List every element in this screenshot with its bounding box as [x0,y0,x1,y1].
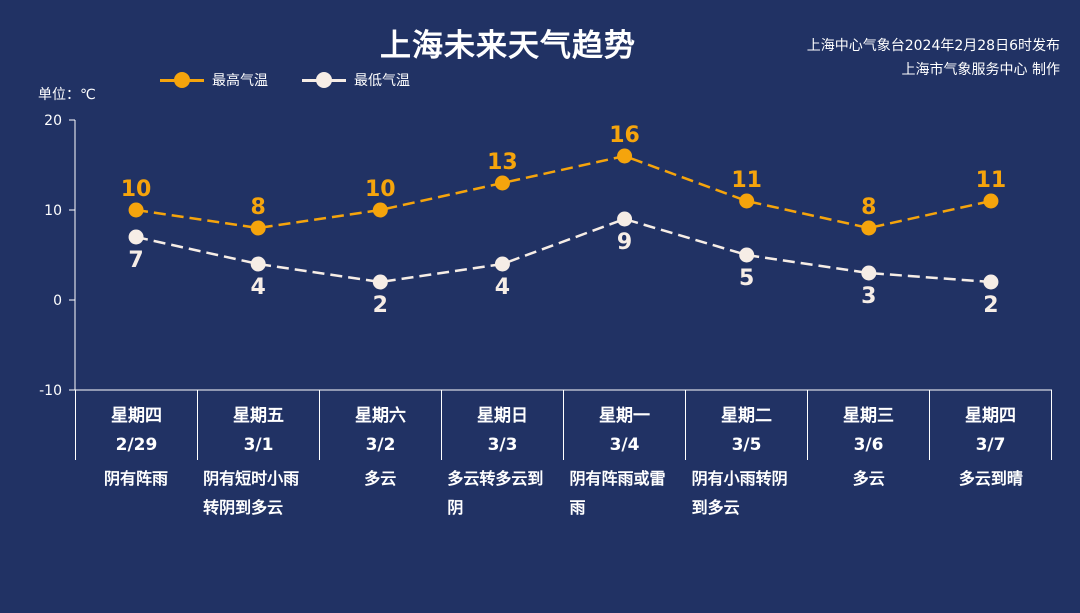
date-label: 3/2 [365,435,396,455]
data-point-low [494,256,510,272]
issuer-line-2: 上海市气象服务中心 制作 [901,62,1060,78]
data-point-high [372,202,388,218]
weekday-label: 星期四 [111,406,162,426]
date-label: 3/5 [731,435,762,455]
weather-description: 多云转多云到阴 [447,469,544,517]
data-label-high: 10 [365,177,396,202]
data-point-low [128,229,144,245]
data-label-low: 4 [251,275,266,300]
series-line-high [135,154,992,230]
weekday-label: 星期五 [233,406,284,426]
data-label-low: 7 [128,248,143,273]
data-point-low [617,211,633,227]
legend-item-high: 最高气温 [160,70,268,90]
data-label-low: 5 [739,266,754,291]
day-cell: 星期日 3/3 [441,390,563,460]
data-label-high: 10 [121,177,152,202]
data-point-low [861,265,877,281]
data-point-high [617,148,633,164]
legend-item-low: 最低气温 [302,70,410,90]
series-low: 7 4 2 4 9 5 3 2 [128,211,999,318]
day-header-row: 星期四 2/29 星期五 3/1 星期六 3/2 星期日 3/3 星期一 3/4 星期二 3/5 星期三… [75,390,1052,460]
weekday-label: 星期六 [355,406,406,426]
data-point-high [861,220,877,236]
weather-description: 阴有阵雨或雷雨 [569,469,666,517]
data-label-low: 3 [861,284,876,309]
data-point-low [372,274,388,290]
date-label: 3/3 [487,435,518,455]
data-label-high: 8 [251,195,266,220]
day-cell: 星期二 3/5 [685,390,807,460]
weather-description: 阴有阵雨 [104,469,169,488]
data-label-high: 16 [609,123,640,148]
data-point-low [983,274,999,290]
y-tick-label: 0 [53,293,62,309]
data-label-high: 8 [861,195,876,220]
data-label-low: 2 [373,293,388,318]
y-tick-label: 20 [44,113,62,129]
legend-label-high: 最高气温 [212,73,268,89]
weather-description: 阴有短时小雨转阴到多云 [203,469,300,517]
issuer-line-1: 上海中心气象台2024年2月28日6时发布 [806,38,1060,54]
data-label-low: 9 [617,230,632,255]
weekday-label: 星期四 [965,406,1016,426]
date-label: 3/6 [853,435,884,455]
issuer-info: 上海中心气象台2024年2月28日6时发布 上海市气象服务中心 制作 [807,34,1060,82]
day-cell: 星期六 3/2 [319,390,441,460]
data-point-high [739,193,755,209]
date-label: 2/29 [115,435,158,455]
chart-title: 上海未来天气趋势 [380,28,636,64]
date-label: 3/4 [609,435,640,455]
date-label: 3/7 [975,435,1006,455]
weather-description: 多云 [852,469,885,488]
weekday-label: 星期日 [477,406,528,426]
legend-swatch-high [160,70,204,90]
series-line-low [135,217,992,284]
day-cell: 星期四 3/7 [929,390,1052,460]
y-axis-unit-label: 单位：℃ [38,87,96,103]
chart-legend: 最高气温 最低气温 [160,70,410,90]
data-point-low [739,247,755,263]
data-label-low: 4 [495,275,510,300]
data-point-high [250,220,266,236]
data-label-high: 11 [731,168,762,193]
y-tick-label: 10 [44,203,62,219]
data-point-high [983,193,999,209]
legend-label-low: 最低气温 [354,73,410,89]
y-tick-label: -10 [39,383,62,399]
data-point-high [128,202,144,218]
data-point-high [494,175,510,191]
weather-description: 多云到晴 [958,469,1023,488]
day-cell: 星期三 3/6 [807,390,929,460]
day-cell: 星期一 3/4 [563,390,685,460]
weekday-label: 星期三 [843,406,894,426]
weather-description: 多云 [364,469,397,488]
y-axis: -10 0 10 20 [39,113,76,399]
legend-swatch-low [302,70,346,90]
data-point-low [250,256,266,272]
date-label: 3/1 [243,435,274,455]
weather-description: 阴有小雨转阴到多云 [691,469,788,517]
data-label-high: 11 [976,168,1007,193]
series-layer: 10 8 10 13 16 11 8 11 7 4 2 4 9 5 3 2 [121,123,1007,318]
day-cell: 星期五 3/1 [197,390,319,460]
series-high: 10 8 10 13 16 11 8 11 [121,123,1007,236]
weekday-label: 星期一 [599,406,650,426]
weekday-label: 星期二 [721,406,772,426]
day-cell: 星期四 2/29 [75,390,197,460]
data-label-high: 13 [487,150,518,175]
data-label-low: 2 [983,293,998,318]
weather-description-row: 阴有阵雨 阴有短时小雨转阴到多云 多云 多云转多云到阴 阴有阵雨或雷雨 阴有小雨转阴到多云… [75,464,1052,522]
